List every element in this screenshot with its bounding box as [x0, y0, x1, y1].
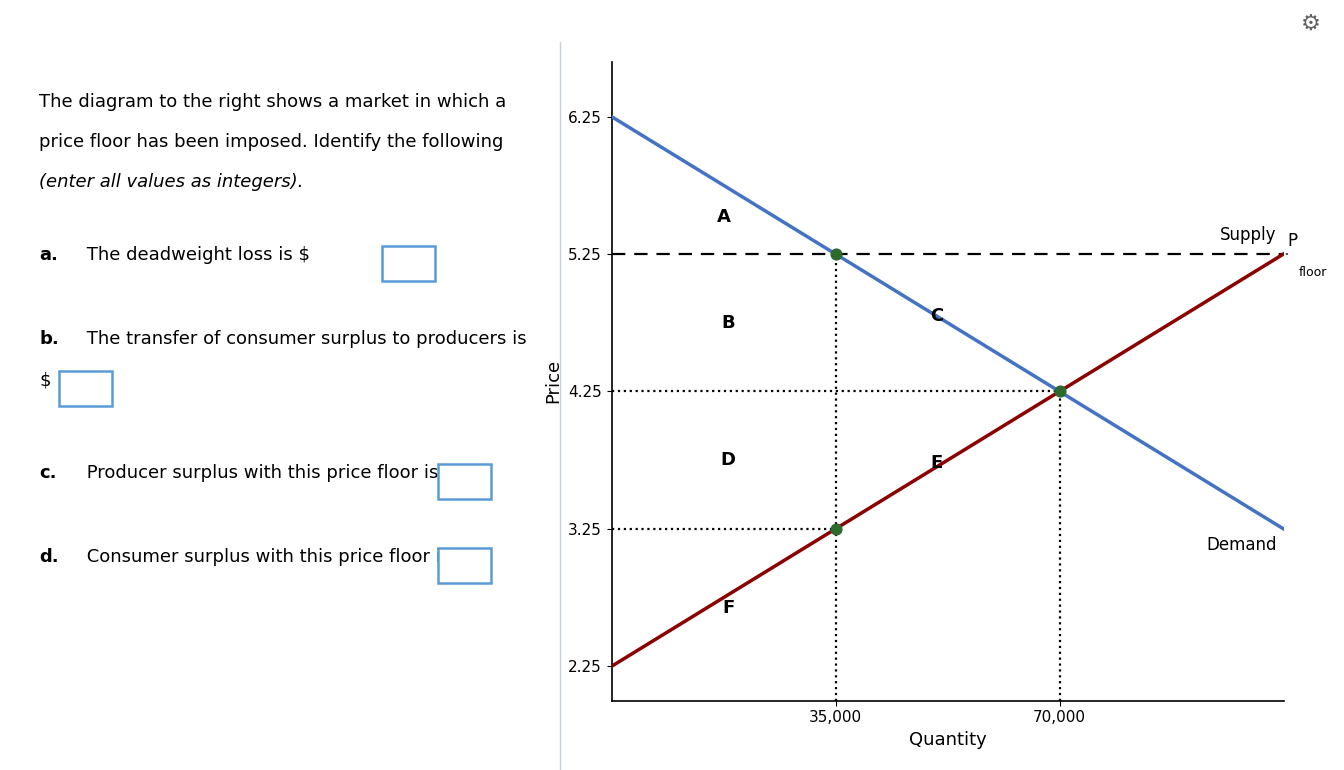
Text: floor: floor	[1298, 266, 1327, 280]
Text: Demand: Demand	[1207, 536, 1277, 554]
FancyBboxPatch shape	[438, 548, 491, 583]
Point	[825, 248, 847, 260]
FancyBboxPatch shape	[59, 371, 112, 407]
Text: a.: a.	[39, 246, 58, 264]
Text: price floor has been imposed. Identify the following: price floor has been imposed. Identify t…	[39, 133, 504, 152]
Y-axis label: Price: Price	[544, 359, 562, 403]
FancyBboxPatch shape	[382, 246, 435, 281]
FancyBboxPatch shape	[438, 464, 491, 499]
Text: Consumer surplus with this price floor is $: Consumer surplus with this price floor i…	[81, 548, 468, 566]
Text: A: A	[716, 208, 730, 226]
Text: The diagram to the right shows a market in which a: The diagram to the right shows a market …	[39, 93, 507, 112]
Text: $: $	[39, 371, 51, 390]
Text: The deadweight loss is $: The deadweight loss is $	[81, 246, 310, 264]
Text: (enter all values as integers).: (enter all values as integers).	[39, 173, 304, 191]
Text: B: B	[722, 313, 735, 332]
Text: ⚙: ⚙	[1301, 13, 1321, 33]
X-axis label: Quantity: Quantity	[909, 731, 986, 749]
Text: c.: c.	[39, 464, 56, 482]
Text: The transfer of consumer surplus to producers is: The transfer of consumer surplus to prod…	[81, 330, 527, 348]
Point	[1048, 385, 1070, 397]
Text: F: F	[722, 599, 734, 617]
Text: E: E	[930, 454, 942, 472]
Text: Supply: Supply	[1220, 226, 1277, 244]
Text: P: P	[1286, 232, 1297, 250]
Text: C: C	[930, 307, 943, 325]
Text: d.: d.	[39, 548, 59, 566]
Point	[825, 523, 847, 535]
Text: Producer surplus with this price floor is $: Producer surplus with this price floor i…	[81, 464, 456, 482]
Text: D: D	[720, 451, 735, 469]
Text: b.: b.	[39, 330, 59, 348]
